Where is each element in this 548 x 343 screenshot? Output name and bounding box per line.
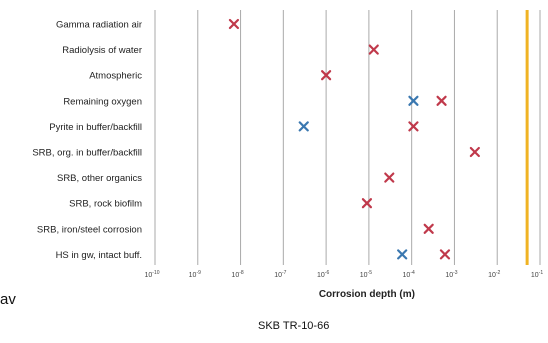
marker-stroke [397,249,408,260]
red-x-marker [436,95,447,106]
marker-stroke [361,198,373,209]
marker-stroke [423,223,434,234]
category-label: HS in gw, intact buff. [56,250,142,261]
x-tick-label: 10-9 [189,270,201,279]
category-label: Atmospheric [89,71,142,82]
x-axis-label: Corrosion depth (m) [319,289,415,300]
red-x-marker [368,44,379,55]
x-tick-label: 10-5 [360,270,372,279]
red-x-marker [469,146,480,158]
marker-stroke [321,70,332,81]
category-label: SRB, rock biofilm [69,199,142,210]
x-tick-label: 10-10 [144,270,159,279]
red-x-marker [384,172,395,183]
marker-stroke [408,95,419,106]
x-tick-label: 10-4 [403,270,415,279]
blue-x-marker [397,249,408,260]
red-x-marker [321,70,332,81]
marker-stroke [469,146,480,158]
red-x-marker [228,18,240,30]
category-label: SRB, other organics [57,173,142,184]
category-label: SRB, iron/steel corrosion [37,224,142,235]
category-label: SRB, org. in buffer/backfill [32,148,142,159]
marker-stroke [408,121,419,132]
footer-left-text: av [0,291,16,308]
red-x-marker [408,121,419,132]
category-label: Gamma radiation air [56,20,142,31]
x-tick-label: 10-7 [274,270,286,279]
marker-stroke [368,44,379,55]
blue-x-marker [408,95,419,106]
x-tick-label: 10-8 [231,270,243,279]
category-label: Pyrite in buffer/backfill [49,122,142,133]
red-x-marker [423,223,434,234]
blue-x-marker [298,121,309,132]
red-x-marker [439,249,451,260]
x-tick-label: 10-2 [488,270,500,279]
x-tick-label: 10-3 [445,270,457,279]
marker-stroke [439,249,451,260]
marker-stroke [384,172,395,183]
marker-stroke [436,95,447,106]
marker-stroke [298,121,309,132]
marker-stroke [228,18,240,30]
category-label: Remaining oxygen [63,96,142,107]
x-tick-label: 10-1 [531,270,543,279]
category-label: Radiolysis of water [62,45,142,56]
x-tick-label: 10-6 [317,270,329,279]
report-reference: SKB TR-10-66 [258,320,330,332]
red-x-marker [361,198,373,209]
